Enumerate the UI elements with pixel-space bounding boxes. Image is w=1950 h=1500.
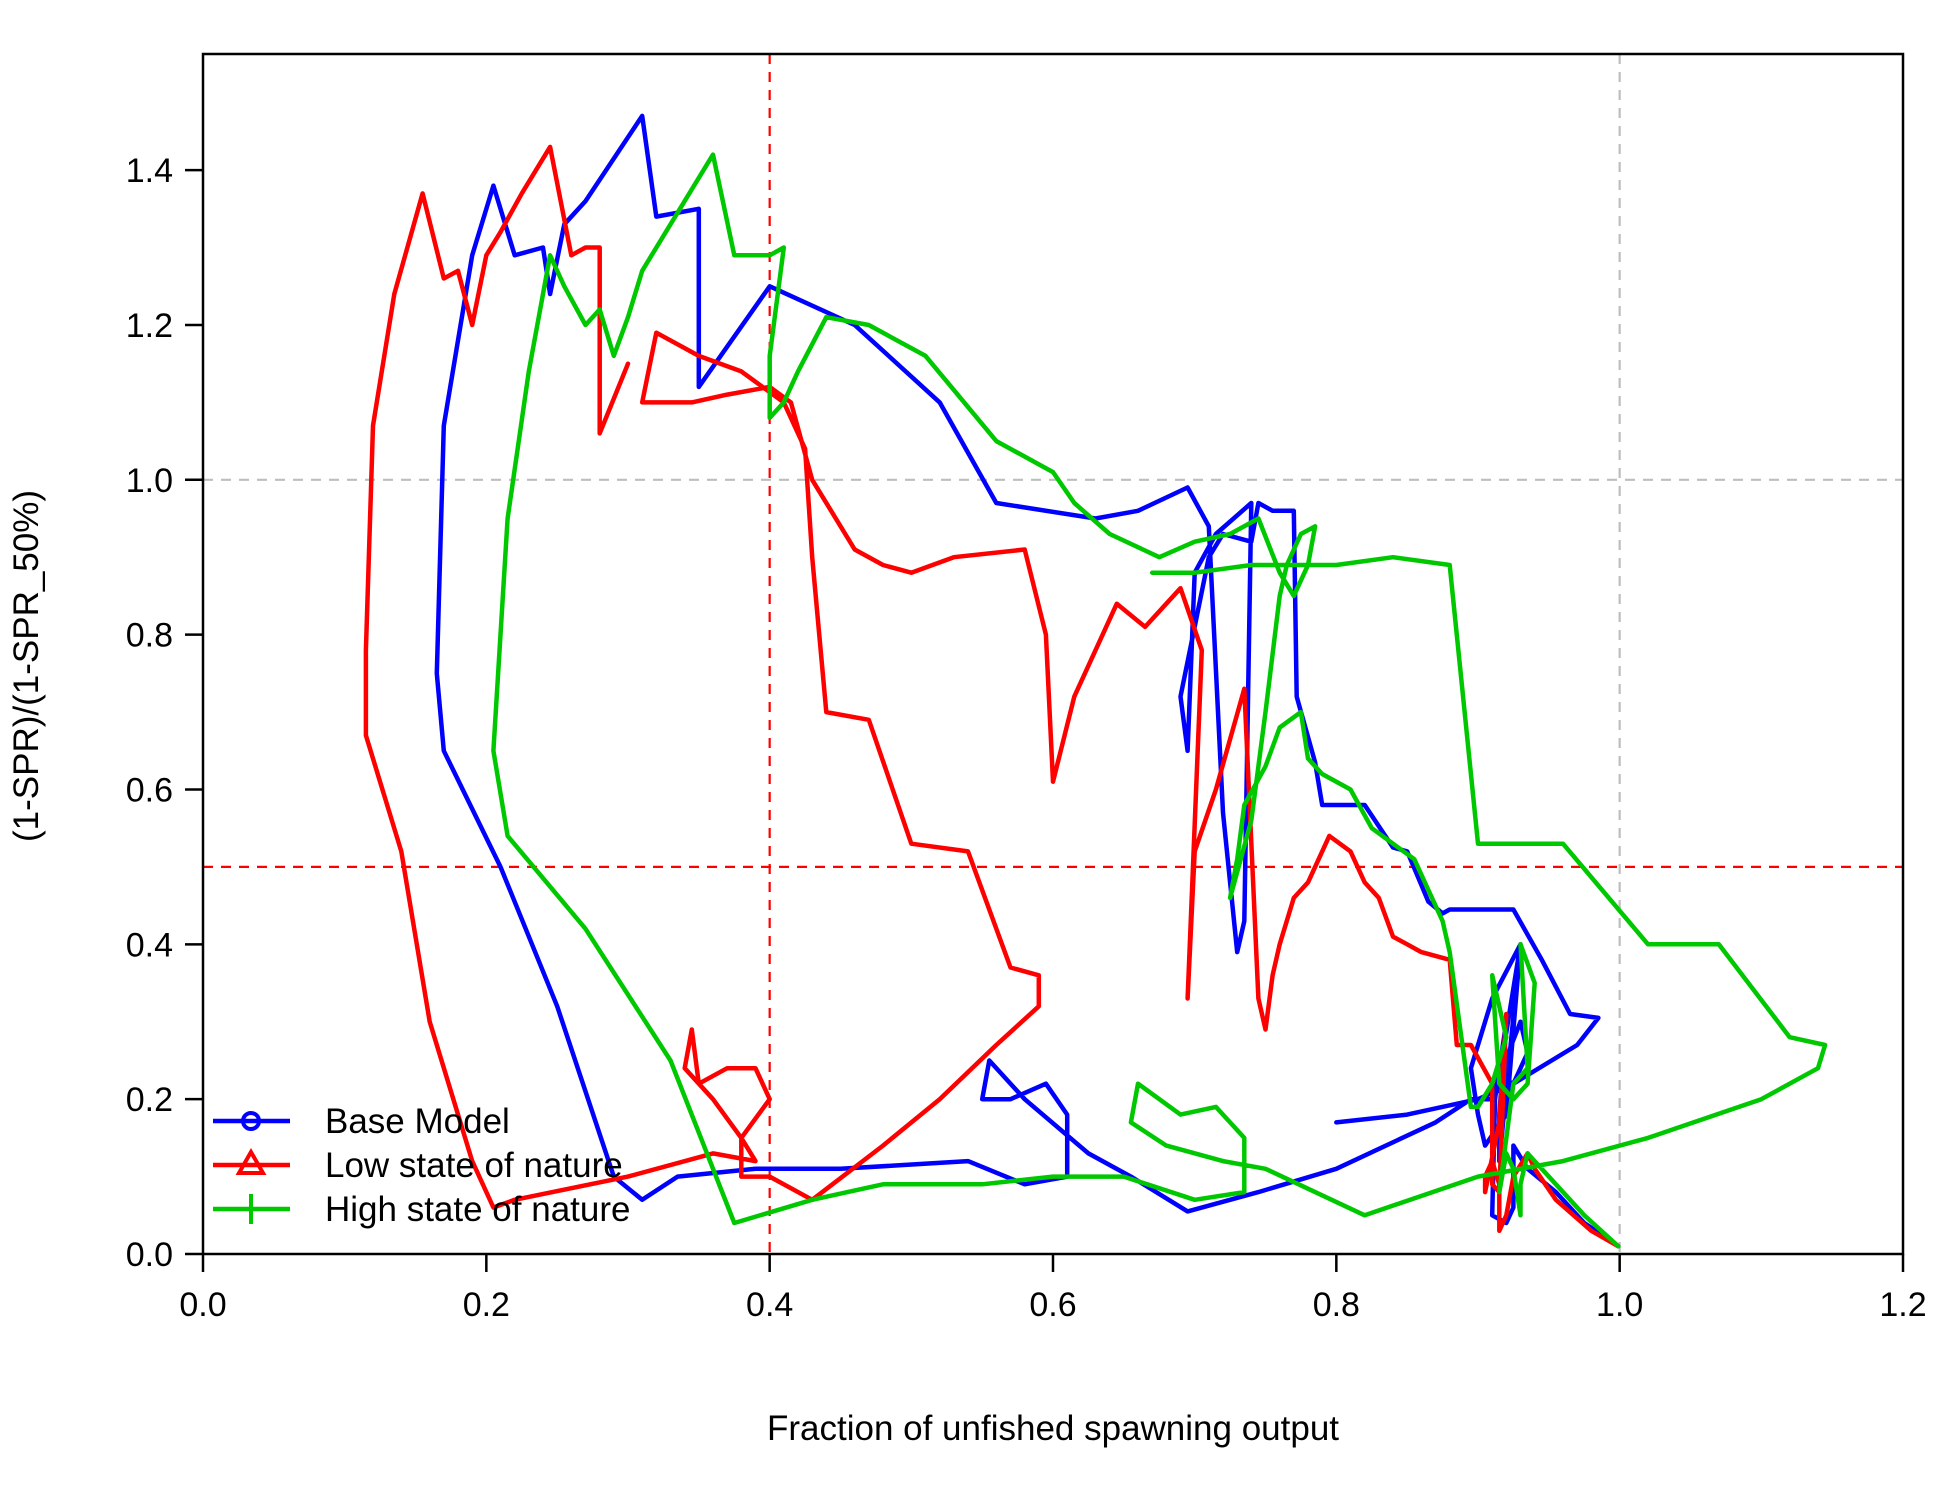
series-line-1 <box>363 144 1621 1249</box>
x-axis: 0.0 0.2 0.4 0.6 0.8 1.0 1.2 <box>179 1254 1927 1324</box>
x-tick-label: 0.8 <box>1313 1286 1360 1324</box>
legend: Base Model Low state of nature High state … <box>213 1102 630 1229</box>
y-tick-label: 0.0 <box>126 1236 173 1274</box>
x-tick-label: 1.2 <box>1879 1286 1926 1324</box>
y-tick-label: 1.2 <box>126 307 173 345</box>
x-tick-label: 0.0 <box>179 1286 226 1324</box>
y-tick-label: 0.4 <box>126 926 173 964</box>
legend-label: High state of nature <box>325 1190 630 1229</box>
x-tick-label: 0.2 <box>463 1286 510 1324</box>
series-group <box>363 113 1828 1249</box>
x-tick-label: 0.4 <box>746 1286 793 1324</box>
series-line-2 <box>491 152 1828 1249</box>
y-axis-title: (1-SPR)/(1-SPR_50%) <box>7 490 46 842</box>
x-tick-label: 1.0 <box>1596 1286 1643 1324</box>
legend-marker-triangle <box>235 1147 267 1175</box>
y-tick-label: 0.8 <box>126 617 173 655</box>
y-tick-label: 0.6 <box>126 771 173 809</box>
series-line-0 <box>434 113 1621 1249</box>
y-tick-label: 1.0 <box>126 462 173 500</box>
x-axis-title: Fraction of unfished spawning output <box>767 1409 1339 1448</box>
legend-label: Low state of nature <box>325 1146 623 1185</box>
legend-marker-circle <box>241 1111 261 1131</box>
y-tick-label: 1.4 <box>126 152 173 190</box>
x-tick-label: 0.6 <box>1029 1286 1076 1324</box>
y-axis: 0.0 0.2 0.4 0.6 0.8 1.0 1.2 1.4 <box>126 152 203 1274</box>
legend-label: Base Model <box>325 1102 510 1141</box>
y-tick-label: 0.2 <box>126 1081 173 1119</box>
